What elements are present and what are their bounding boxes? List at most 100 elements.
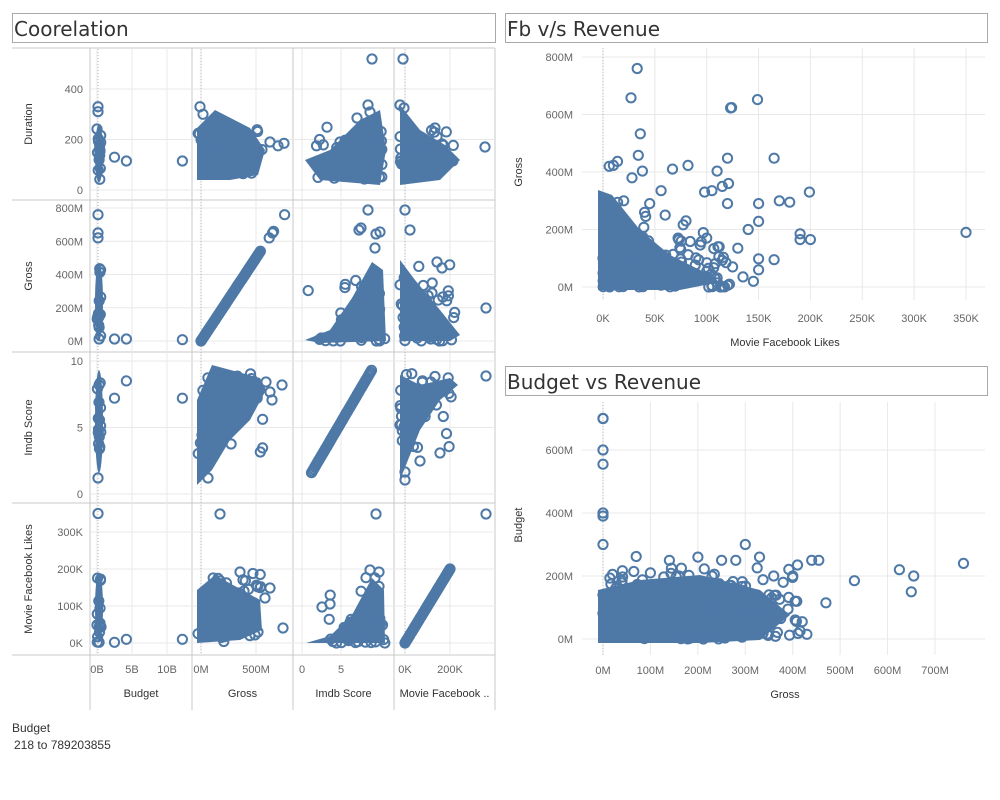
fb-point — [721, 198, 734, 210]
matrix-point — [238, 126, 250, 138]
fb-point — [619, 245, 631, 257]
fb-point — [602, 248, 614, 260]
matrix-point — [257, 442, 269, 454]
matrix-point — [445, 391, 457, 403]
fb-point — [612, 196, 624, 208]
matrix-point — [437, 410, 449, 423]
matrix-point — [401, 162, 413, 174]
budget-point — [905, 586, 917, 598]
matrix-y-tick-label: 300K — [57, 527, 83, 539]
matrix-point — [94, 620, 106, 632]
budget-y-tick-label: 0M — [558, 634, 573, 646]
matrix-point — [219, 161, 231, 173]
fb-x-tick-label: 350K — [953, 313, 979, 325]
matrix-point — [368, 164, 380, 176]
matrix-point — [447, 155, 459, 167]
fb-point — [742, 223, 754, 236]
matrix-point — [360, 288, 372, 300]
matrix-point — [324, 589, 336, 601]
matrix-point — [361, 618, 373, 630]
budget-point — [631, 609, 644, 621]
matrix-point — [410, 131, 422, 143]
budget-point — [648, 618, 660, 631]
matrix-point — [231, 370, 243, 382]
budget-point — [708, 568, 720, 580]
budget-point — [597, 458, 609, 470]
matrix-point — [196, 429, 208, 441]
matrix-point — [441, 295, 453, 307]
matrix-point — [192, 628, 204, 640]
matrix-point — [92, 308, 105, 320]
budget-point — [801, 628, 813, 640]
fb-cluster — [598, 190, 720, 290]
matrix-point — [93, 396, 105, 408]
matrix-point — [363, 152, 375, 164]
matrix-point — [345, 613, 357, 625]
budget-point — [725, 579, 737, 592]
fb-point — [768, 152, 780, 164]
matrix-point — [360, 613, 372, 625]
budget-y-tick-label: 600M — [545, 445, 573, 457]
matrix-point — [228, 408, 240, 421]
matrix-y-tick-label: 400M — [55, 270, 83, 282]
matrix-x-axis-label: Movie Facebook .. — [400, 688, 490, 700]
matrix-point — [426, 277, 438, 289]
matrix-point — [365, 364, 378, 376]
budget-point — [789, 614, 801, 626]
matrix-point — [249, 629, 261, 641]
matrix-point — [276, 379, 288, 391]
matrix-point — [399, 466, 411, 478]
fb-point — [675, 253, 687, 265]
matrix-point — [234, 566, 246, 578]
matrix-point — [398, 272, 410, 284]
budget-y-axis-label: Budget — [513, 508, 525, 543]
budget-point — [660, 627, 673, 639]
fb-point — [716, 180, 728, 192]
matrix-point — [375, 126, 387, 138]
fb-point — [737, 271, 749, 283]
matrix-point — [413, 260, 425, 272]
matrix-point — [200, 138, 212, 150]
matrix-point — [94, 266, 106, 278]
filter-range[interactable]: 218 to 789203855 — [14, 738, 111, 752]
matrix-y-axis-label: Movie Facebook Likes — [23, 524, 35, 634]
matrix-point — [202, 472, 214, 484]
matrix-point — [251, 392, 263, 404]
matrix-point — [335, 314, 347, 326]
matrix-point — [334, 136, 346, 148]
matrix-point — [356, 332, 368, 344]
fb-y-tick-label: 200M — [545, 225, 573, 237]
matrix-point — [218, 624, 230, 636]
fb-point — [709, 272, 721, 284]
budget-point — [739, 538, 751, 551]
matrix-point — [218, 635, 230, 648]
fb-x-tick-label: 250K — [849, 313, 875, 325]
matrix-point — [369, 572, 381, 584]
matrix-point — [236, 384, 248, 396]
matrix-point — [406, 368, 418, 380]
budget-point — [630, 550, 642, 563]
matrix-point — [369, 265, 381, 277]
budget-x-tick-label: 700M — [921, 665, 949, 677]
fb-point — [794, 234, 806, 246]
matrix-point — [120, 333, 133, 345]
matrix-point — [92, 232, 104, 244]
matrix-point — [92, 427, 104, 439]
matrix-point — [214, 508, 226, 520]
matrix-y-axis-label: Duration — [23, 103, 35, 145]
matrix-point — [364, 123, 376, 136]
fb-point — [602, 280, 614, 292]
matrix-point — [335, 307, 347, 319]
matrix-point — [211, 429, 223, 441]
matrix-point — [314, 133, 326, 146]
matrix-point — [219, 422, 231, 434]
fb-point — [768, 254, 780, 266]
matrix-x-tick-label: 200K — [437, 664, 463, 676]
fb-point — [618, 195, 630, 207]
budget-point — [654, 583, 666, 595]
fb-point — [680, 215, 692, 227]
matrix-point — [108, 392, 121, 404]
matrix-point — [325, 633, 337, 645]
fb-point — [655, 185, 667, 197]
matrix-x-tick-label: 10B — [157, 664, 177, 676]
